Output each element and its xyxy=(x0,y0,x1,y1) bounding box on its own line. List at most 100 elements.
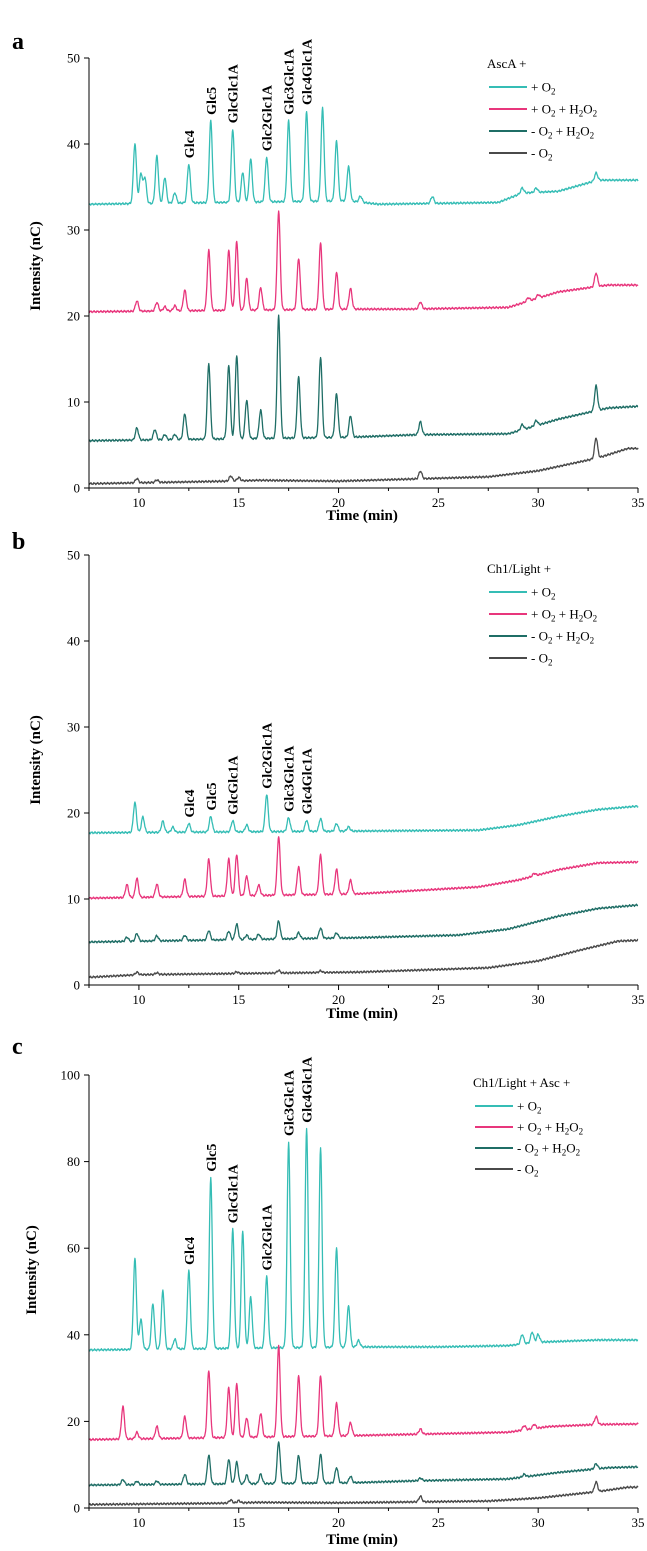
peak-label: Glc4 xyxy=(183,1237,198,1265)
series-line-o2-h2o2 xyxy=(88,836,639,900)
peak-label: Glc5 xyxy=(205,1144,220,1172)
x-axis-title: Time (min) xyxy=(326,1532,398,1548)
y-tick-label: 30 xyxy=(67,223,80,238)
legend-label: - O2 + H2O2 xyxy=(517,1141,580,1158)
y-tick-label: 40 xyxy=(67,1327,80,1342)
x-tick-label: 25 xyxy=(432,495,445,510)
panel-letter: b xyxy=(12,529,25,555)
x-tick-label: 25 xyxy=(432,1515,445,1530)
axes: 10 15 20 25 30 35 0 10 20 30 40 50 xyxy=(67,51,645,511)
legend: Ch1/Light + Asc + + O2 + O2 + H2O2 - O2 + … xyxy=(473,1075,583,1179)
plot-area xyxy=(88,794,639,979)
panel-letter: a xyxy=(12,29,24,55)
y-tick-label: 100 xyxy=(61,1068,81,1083)
y-tick-label: 20 xyxy=(67,309,80,324)
peak-label: Glc4 xyxy=(183,790,198,818)
legend-label: - O2 xyxy=(517,1162,538,1179)
y-tick-label: 0 xyxy=(74,1501,81,1516)
peak-label: Glc4Glc1A xyxy=(301,38,316,105)
peak-label: Glc3Glc1A xyxy=(283,745,298,812)
x-tick-label: 20 xyxy=(332,992,345,1007)
y-tick-label: 50 xyxy=(67,51,80,66)
y-tick-label: 80 xyxy=(67,1154,80,1169)
legend: AscA + + O2 + O2 + H2O2 - O2 + H2O2 - O2 xyxy=(487,56,597,163)
plot-area xyxy=(88,1127,639,1507)
chart-panel-b: b Glc4 Glc5 GlcGlc1A Glc2Glc1A Glc3Glc1A Glc4… xyxy=(12,529,645,1022)
x-tick-label: 30 xyxy=(532,495,545,510)
y-tick-label: 10 xyxy=(67,892,80,907)
legend-label: + O2 xyxy=(531,80,555,97)
peak-label: Glc2Glc1A xyxy=(261,84,276,151)
y-tick-label: 60 xyxy=(67,1241,80,1256)
legend-label: + O2 xyxy=(517,1099,541,1116)
axes: 10 15 20 25 30 35 0 20 40 60 80 100 xyxy=(61,1068,645,1531)
plot-area xyxy=(88,106,639,486)
y-tick-label: 40 xyxy=(67,634,80,649)
x-tick-label: 25 xyxy=(432,992,445,1007)
x-tick-label: 15 xyxy=(232,1515,245,1530)
peak-label: GlcGlc1A xyxy=(227,63,242,123)
legend-items: + O2 + O2 + H2O2 - O2 + H2O2 - O2 xyxy=(489,585,597,668)
series-line-minus-o2 xyxy=(88,938,639,979)
legend-title: AscA + xyxy=(487,56,526,71)
x-axis-title: Time (min) xyxy=(326,1006,398,1022)
x-tick-label: 20 xyxy=(332,495,345,510)
x-tick-label: 35 xyxy=(632,1515,645,1530)
x-tick-label: 15 xyxy=(232,495,245,510)
legend-label: - O2 + H2O2 xyxy=(531,629,594,646)
x-tick-label: 10 xyxy=(132,1515,145,1530)
x-tick-label: 30 xyxy=(532,1515,545,1530)
series-line-minus-o2 xyxy=(88,1480,639,1507)
peak-label: Glc5 xyxy=(205,87,220,115)
legend-label: + O2 + H2O2 xyxy=(531,607,597,624)
legend-label: + O2 + H2O2 xyxy=(517,1120,583,1137)
y-tick-label: 50 xyxy=(67,548,80,563)
x-tick-label: 20 xyxy=(332,1515,345,1530)
y-tick-label: 30 xyxy=(67,720,80,735)
y-tick-label: 20 xyxy=(67,806,80,821)
chart-panel-a: a Glc4 Glc5 GlcGlc1A Glc2Glc1A Glc3Glc1A Glc4… xyxy=(12,29,645,524)
peak-label: Glc2Glc1A xyxy=(261,1204,276,1271)
y-tick-label: 10 xyxy=(67,395,80,410)
chart-panel-c: c Glc4 Glc5 GlcGlc1A Glc2Glc1A Glc3Glc1A Glc4… xyxy=(12,1034,645,1548)
x-tick-label: 35 xyxy=(632,992,645,1007)
peak-label: Glc2Glc1A xyxy=(261,722,276,789)
y-tick-label: 40 xyxy=(67,137,80,152)
legend-label: - O2 + H2O2 xyxy=(531,124,594,141)
x-tick-label: 10 xyxy=(132,992,145,1007)
y-axis-title: Intensity (nC) xyxy=(24,1225,40,1315)
legend-label: + O2 + H2O2 xyxy=(531,102,597,119)
legend-items: + O2 + O2 + H2O2 - O2 + H2O2 - O2 xyxy=(475,1099,583,1179)
peak-label: Glc4Glc1A xyxy=(301,747,316,814)
y-tick-label: 0 xyxy=(74,978,81,993)
axes: 10 15 20 25 30 35 0 10 20 30 40 50 xyxy=(67,548,645,1008)
peak-label: Glc4Glc1A xyxy=(301,1056,316,1123)
y-tick-label: 20 xyxy=(67,1414,80,1429)
legend-title: Ch1/Light + Asc + xyxy=(473,1075,570,1090)
peak-label: Glc4 xyxy=(183,130,198,158)
panel-letter: c xyxy=(12,1034,23,1060)
peak-label: Glc5 xyxy=(205,783,220,811)
legend-label: + O2 xyxy=(531,585,555,602)
series-line-minus-o2-h2o2 xyxy=(88,314,639,443)
x-tick-label: 10 xyxy=(132,495,145,510)
peak-label: GlcGlc1A xyxy=(227,1163,242,1223)
legend-label: - O2 xyxy=(531,651,552,668)
series-line-o2-h2o2 xyxy=(88,210,639,314)
y-tick-label: 0 xyxy=(74,481,81,496)
peak-label: Glc3Glc1A xyxy=(283,48,298,115)
series-line-minus-o2-h2o2 xyxy=(88,903,639,944)
series-line-minus-o2-h2o2 xyxy=(88,1441,639,1487)
x-axis-title: Time (min) xyxy=(326,508,398,524)
y-axis-title: Intensity (nC) xyxy=(28,221,44,311)
legend: Ch1/Light + + O2 + O2 + H2O2 - O2 + H2O2 - … xyxy=(487,561,597,668)
series-line-plus-o2 xyxy=(88,106,639,206)
series-line-o2-h2o2 xyxy=(88,1344,639,1442)
y-axis-title: Intensity (nC) xyxy=(28,715,44,805)
series-line-minus-o2 xyxy=(88,437,639,486)
series-line-plus-o2 xyxy=(88,794,639,835)
legend-label: - O2 xyxy=(531,146,552,163)
legend-title: Ch1/Light + xyxy=(487,561,551,576)
